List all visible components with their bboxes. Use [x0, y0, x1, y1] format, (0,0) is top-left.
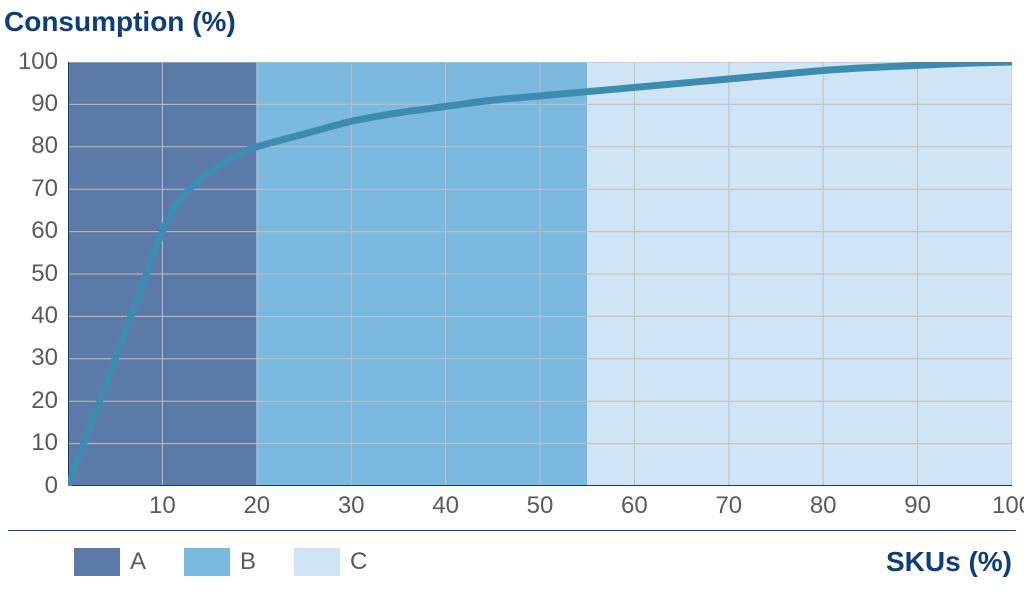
y-tick-label: 30 — [0, 344, 58, 372]
y-tick-label: 40 — [0, 302, 58, 330]
x-tick-label: 60 — [604, 492, 664, 520]
legend-swatch-c — [294, 548, 340, 576]
plot-area — [68, 62, 1012, 486]
legend-label: B — [240, 548, 256, 576]
legend-swatch-b — [184, 548, 230, 576]
legend-item-a: A — [74, 548, 146, 576]
legend-item-b: B — [184, 548, 256, 576]
x-tick-label: 10 — [132, 492, 192, 520]
legend-label: A — [130, 548, 146, 576]
x-tick-label: 40 — [416, 492, 476, 520]
y-tick-label: 100 — [0, 48, 58, 76]
y-tick-label: 10 — [0, 429, 58, 457]
y-axis-title: Consumption (%) — [4, 6, 236, 38]
separator-line — [8, 530, 1016, 531]
legend: A B C — [74, 548, 405, 576]
legend-item-c: C — [294, 548, 367, 576]
y-tick-label: 20 — [0, 387, 58, 415]
x-tick-label: 80 — [793, 492, 853, 520]
x-tick-label: 100 — [982, 492, 1024, 520]
y-tick-label: 80 — [0, 132, 58, 160]
y-tick-label: 60 — [0, 217, 58, 245]
y-tick-label: 90 — [0, 90, 58, 118]
x-tick-label: 30 — [321, 492, 381, 520]
x-tick-label: 20 — [227, 492, 287, 520]
x-axis-title: SKUs (%) — [886, 546, 1012, 578]
y-tick-label: 70 — [0, 175, 58, 203]
x-tick-label: 90 — [888, 492, 948, 520]
y-tick-label: 50 — [0, 260, 58, 288]
legend-swatch-a — [74, 548, 120, 576]
y-tick-label: 0 — [0, 472, 58, 500]
chart-container: Consumption (%) 0 10 20 30 40 50 60 70 80 90 100 1… — [0, 0, 1024, 596]
x-tick-label: 50 — [510, 492, 570, 520]
x-tick-label: 70 — [699, 492, 759, 520]
legend-label: C — [350, 548, 367, 576]
